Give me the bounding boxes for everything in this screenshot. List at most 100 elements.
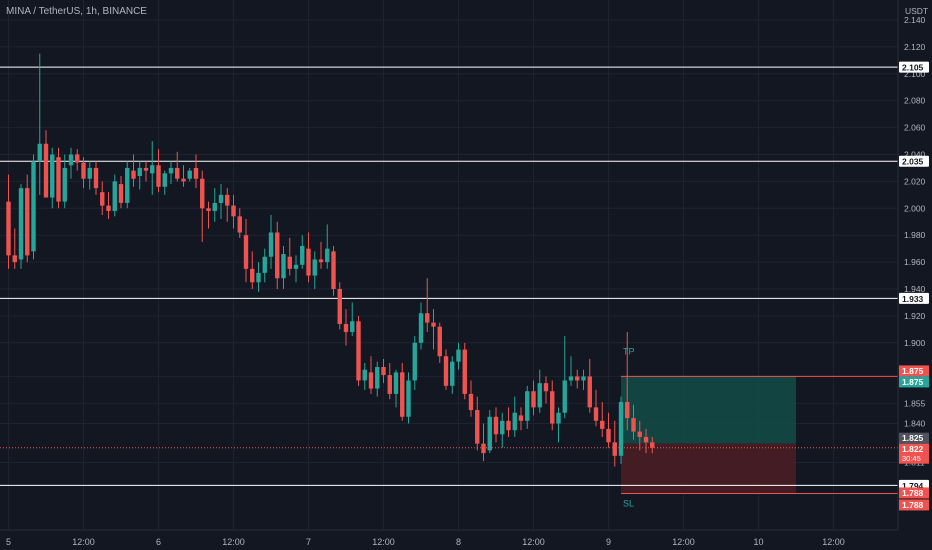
price-tick-label: 2.140 — [904, 15, 926, 25]
candle — [231, 194, 236, 229]
level-price-tag-bg — [899, 155, 929, 167]
candle — [81, 157, 86, 189]
candle — [468, 380, 474, 417]
candle-body — [125, 167, 130, 203]
candle — [150, 141, 155, 195]
candle-body — [650, 442, 655, 448]
candle-body — [62, 167, 67, 202]
candle-body — [218, 194, 224, 203]
time-tick-label: 12:00 — [222, 537, 245, 547]
candle-body — [112, 181, 117, 211]
candle-body — [387, 375, 392, 394]
level-price-tag: 2.035 — [902, 157, 924, 167]
time-tick-label: 12:00 — [672, 537, 695, 547]
tp-price-tag-green: 1.875 — [902, 377, 924, 387]
candle — [331, 245, 336, 296]
time-axis[interactable]: 5 12:00 6 12:00 7 12:00 8 12:00 9 12:00 10 12:00 — [0, 529, 898, 547]
candle — [356, 315, 361, 386]
candle — [218, 184, 224, 220]
candle-body — [362, 369, 367, 381]
candle — [56, 147, 61, 209]
candle-body — [206, 208, 211, 211]
candle-body — [381, 367, 386, 376]
candle — [37, 53, 42, 195]
time-tick-label: 5 — [6, 537, 11, 547]
candle — [75, 149, 80, 171]
candle — [462, 342, 467, 400]
price-tick-label: 2.000 — [904, 203, 926, 213]
candle-body — [331, 251, 336, 289]
time-tick-label: 10 — [753, 537, 763, 547]
price-tick-label: 1.900 — [904, 338, 926, 348]
time-tick-label: 8 — [456, 537, 461, 547]
candle-body — [418, 313, 424, 343]
candle — [568, 356, 574, 386]
candle — [406, 372, 411, 424]
candle-body — [256, 272, 261, 283]
candle — [425, 278, 430, 333]
candle-body — [468, 393, 474, 411]
candle — [225, 188, 230, 222]
candle-body — [237, 216, 242, 233]
candle-body — [156, 165, 161, 187]
candle-body — [556, 412, 561, 424]
candle-body — [368, 372, 374, 389]
candle-body — [600, 420, 605, 429]
candle-body — [175, 167, 180, 179]
candle-body — [212, 202, 217, 211]
candle-body — [118, 184, 124, 203]
candle — [512, 396, 517, 437]
candle-body — [500, 420, 505, 435]
candle — [387, 362, 392, 400]
candle-body — [606, 428, 611, 443]
candle-body — [25, 188, 30, 256]
candle — [293, 255, 299, 283]
candle — [168, 161, 174, 185]
price-tick-label: 1.960 — [904, 257, 926, 267]
candle-body — [443, 356, 449, 386]
candle-body — [431, 322, 436, 327]
candle — [650, 436, 655, 454]
price-tick-label: 1.920 — [904, 311, 926, 321]
candle — [550, 380, 555, 431]
price-axis[interactable]: 2.140 2.120 2.100 2.080 2.060 2.040 2.020 2.000… — [897, 0, 932, 530]
candle-body — [143, 167, 149, 171]
candle-body — [81, 162, 86, 179]
candle — [543, 376, 549, 404]
candle — [525, 385, 530, 429]
candle — [487, 410, 492, 454]
candle — [206, 201, 211, 229]
price-tick-label: 2.100 — [904, 69, 926, 79]
candle — [600, 401, 605, 437]
candle — [287, 237, 292, 276]
candle-body — [200, 178, 205, 209]
candle-body — [412, 342, 417, 381]
candle — [325, 224, 330, 269]
candle — [618, 396, 624, 464]
candle — [556, 407, 561, 443]
candle — [312, 251, 317, 289]
candle — [381, 358, 386, 384]
current-price-tag-bg — [899, 443, 929, 464]
candle-body — [225, 194, 230, 206]
candle — [456, 342, 461, 370]
candle-body — [581, 376, 586, 381]
candle — [493, 407, 499, 443]
time-tick-label: 9 — [606, 537, 611, 547]
candle — [412, 336, 417, 390]
candle — [481, 423, 486, 462]
candle — [537, 369, 542, 413]
sl-price-tag-bg — [899, 487, 929, 499]
candle-body — [337, 289, 342, 324]
candle-body — [100, 192, 105, 206]
candle-body — [550, 391, 555, 424]
sl-price-tag-2: 1.788 — [902, 500, 924, 510]
time-tick-label: 7 — [306, 537, 311, 547]
candle — [100, 181, 105, 216]
candle — [625, 332, 630, 431]
candle-body — [437, 326, 442, 357]
candle — [575, 369, 580, 389]
candle — [156, 149, 161, 193]
candle-body — [137, 167, 142, 177]
